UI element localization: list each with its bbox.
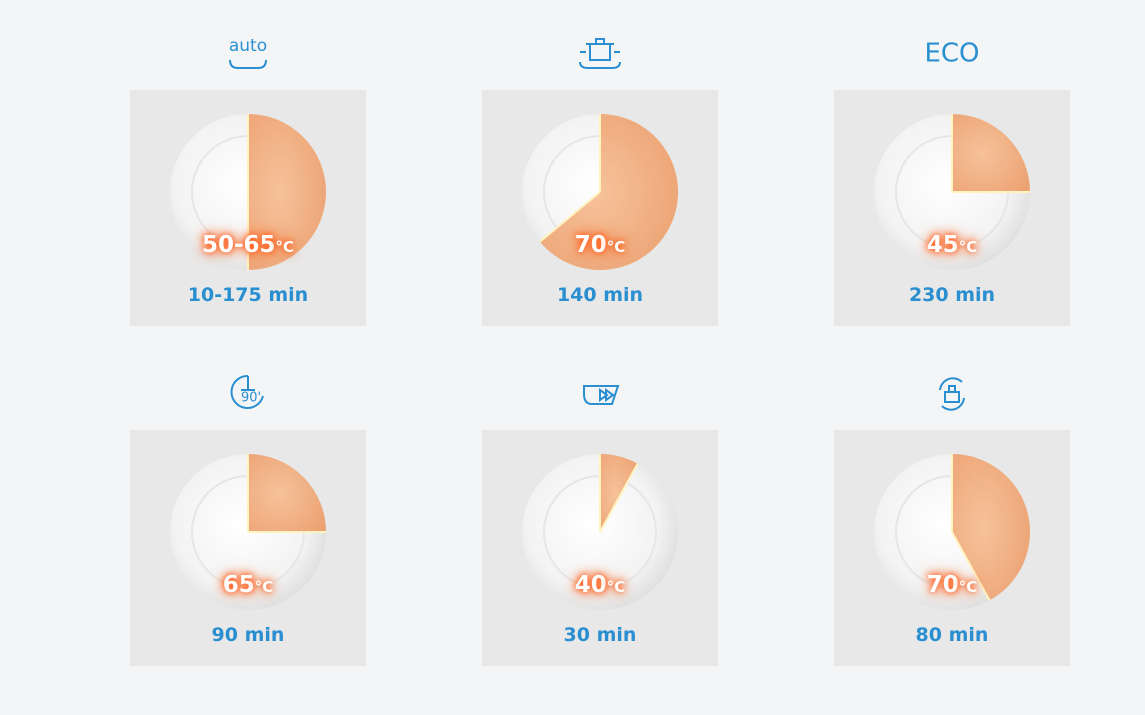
program-card: 65°C 90 min (130, 430, 366, 666)
temperature-unit: °C (606, 238, 626, 256)
program-wedge (248, 114, 326, 270)
program-wedge (952, 114, 1030, 192)
program-icon (579, 38, 621, 69)
temperature: 45°C (834, 232, 1070, 258)
program-time: 90 min (211, 624, 285, 646)
temperature-value: 45 (926, 232, 959, 258)
program-time: 10-175 min (187, 284, 309, 306)
program-icon: ECO (924, 39, 979, 69)
temperature-value: 50-65 (201, 232, 276, 258)
icon-label: auto (229, 36, 267, 56)
program-card: 40°C 30 min (482, 430, 718, 666)
temperature-value: 70 (574, 232, 607, 258)
temperature: 70°C (482, 232, 718, 258)
temperature-value: 40 (574, 572, 607, 598)
temperature: 40°C (482, 572, 718, 598)
temperature-unit: °C (958, 238, 978, 256)
program-wedge (952, 454, 1030, 601)
program-wedge (248, 454, 326, 532)
program-time: 30 min (563, 624, 637, 646)
temperature-value: 70 (926, 572, 959, 598)
temperature-unit: °C (958, 578, 978, 596)
temperature: 50-65°C (130, 232, 366, 258)
plate (522, 454, 678, 610)
temperature: 70°C (834, 572, 1070, 598)
program-wedge (539, 114, 678, 270)
program-wedge (600, 454, 638, 532)
program-card: 70°C 80 min (834, 430, 1070, 666)
temperature-unit: °C (606, 578, 626, 596)
wedge-edge (539, 191, 601, 243)
program-card: 70°C 140 min (482, 90, 718, 326)
program-card: 45°C 230 min (834, 90, 1070, 326)
plate (874, 114, 1030, 270)
program-icon: auto (229, 36, 267, 69)
temperature-unit: °C (254, 578, 274, 596)
program-time: 140 min (556, 284, 644, 306)
icon-label: 90' (241, 391, 261, 406)
temperature: 65°C (130, 572, 366, 598)
plate (522, 114, 678, 270)
program-time: 80 min (915, 624, 989, 646)
temperature-value: 65 (222, 572, 255, 598)
plate (170, 454, 326, 610)
temperature-unit: °C (275, 238, 295, 256)
plate (170, 114, 326, 270)
wedge-edge (599, 463, 639, 533)
plate (874, 454, 1030, 610)
wedge-edge (951, 531, 991, 601)
program-icon (939, 377, 965, 411)
program-icon (583, 385, 620, 405)
program-card: 50-65°C 10-175 min (130, 90, 366, 326)
icon-label: ECO (924, 39, 979, 69)
program-icon: 90' (230, 374, 264, 409)
program-time: 230 min (908, 284, 996, 306)
